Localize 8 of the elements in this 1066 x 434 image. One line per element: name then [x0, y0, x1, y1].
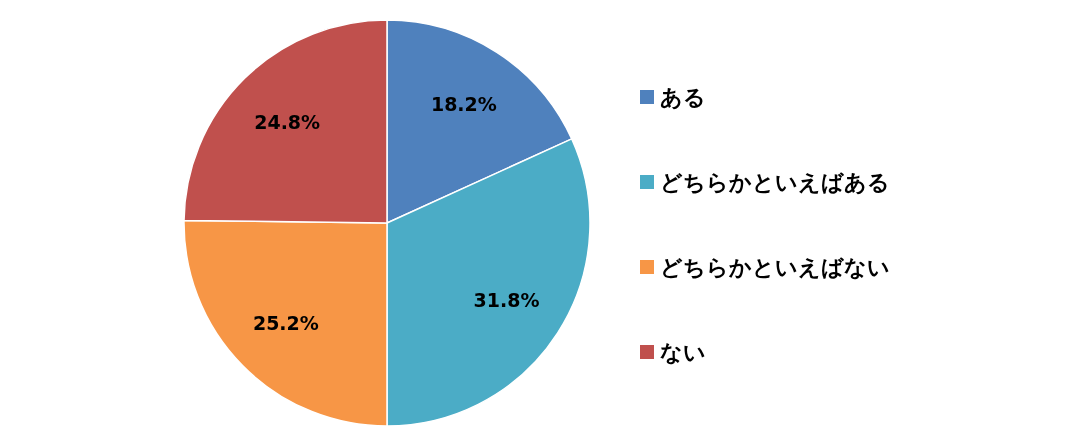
- data-label: 18.2%: [430, 92, 497, 115]
- legend-label: ある: [660, 84, 706, 110]
- data-label: 25.2%: [252, 311, 319, 334]
- legend-label: ない: [660, 339, 706, 365]
- data-label: 31.8%: [473, 288, 540, 311]
- data-label: 24.8%: [254, 110, 321, 133]
- legend-label: どちらかといえばある: [660, 169, 890, 195]
- legend-label: どちらかといえばない: [660, 254, 890, 280]
